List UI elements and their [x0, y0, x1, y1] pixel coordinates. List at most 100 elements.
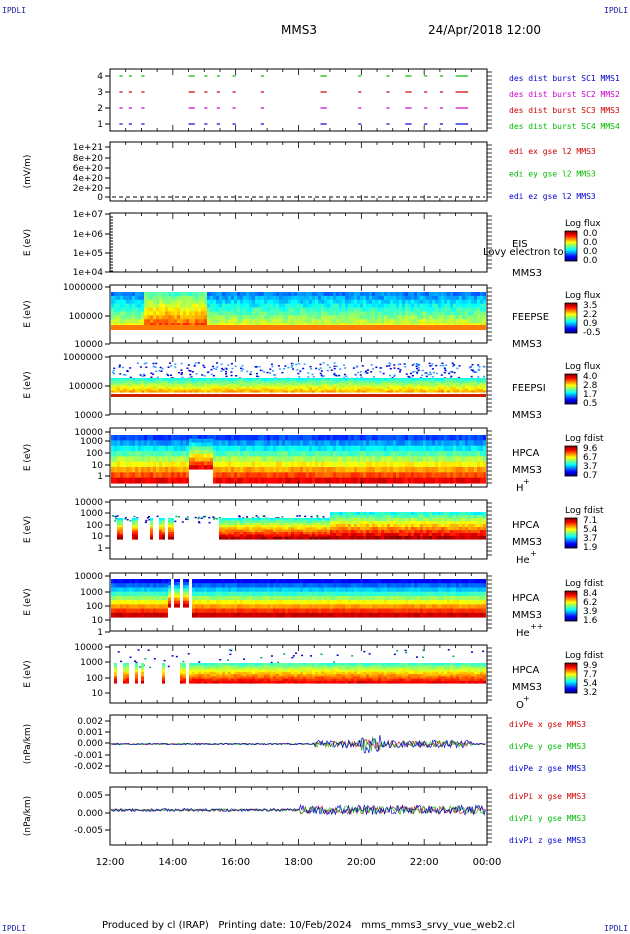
heatmap-cell [204, 292, 207, 297]
heatmap-cell [468, 384, 471, 387]
heatmap-cell [465, 477, 468, 484]
heatmap-cell [480, 472, 483, 479]
heatmap-cell [477, 299, 480, 305]
heatmap-cell [183, 456, 186, 463]
heatmap-cell [216, 472, 219, 479]
heatmap-cell [441, 303, 444, 309]
heatmap-cell [252, 387, 255, 390]
heatmap-cell [345, 384, 348, 387]
heatmap-cell [135, 435, 138, 441]
heatmap-cell [279, 445, 282, 452]
heatmap-cell [219, 527, 222, 531]
heatmap-dot [307, 376, 310, 378]
heatmap-cell [120, 518, 123, 521]
heatmap-cell [279, 381, 282, 384]
colorbar-step [565, 457, 577, 459]
heatmap-cell [300, 456, 303, 463]
heatmap-dot [114, 520, 117, 522]
heatmap-cell [354, 311, 357, 316]
heatmap-cell [168, 381, 171, 384]
heatmap-cell [264, 440, 267, 447]
heatmap-cell [324, 472, 327, 479]
heatmap-cell [417, 382, 420, 385]
heatmap-cell [162, 315, 165, 320]
heatmap-cell [372, 388, 375, 392]
heatmap-cell [291, 381, 294, 384]
heatmap-dot [112, 371, 115, 374]
heatmap-cell [183, 388, 186, 392]
heatmap-cell [375, 435, 378, 441]
colorbar-step [565, 309, 577, 311]
heatmap-cell [387, 299, 390, 305]
heatmap-cell [138, 378, 141, 381]
heatmap-cell [414, 387, 417, 390]
heatmap-cell [444, 292, 447, 297]
heatmap-cell [312, 311, 315, 316]
heatmap-cell [288, 303, 291, 309]
heatmap-cell [309, 445, 312, 452]
heatmap-cell [453, 435, 456, 441]
heatmap-cell [168, 303, 171, 309]
heatmap-cell [159, 451, 162, 457]
heatmap-cell [219, 456, 222, 463]
heatmap-cell [345, 461, 348, 468]
heatmap-cell [306, 315, 309, 320]
heatmap-cell [171, 520, 174, 524]
heatmap-cell [240, 477, 243, 484]
heatmap-cell [315, 379, 318, 382]
heatmap-cell [369, 319, 372, 324]
heatmap-cell [168, 477, 171, 484]
heatmap-cell [135, 525, 138, 528]
heatmap-cell [180, 467, 183, 473]
heatmap-cell [459, 435, 462, 441]
heatmap-cell [309, 378, 312, 381]
heatmap-cell [447, 378, 450, 381]
heatmap-cell [180, 472, 183, 479]
heatmap-dot [155, 362, 158, 365]
heatmap-cell [432, 477, 435, 484]
heatmap-cell [234, 292, 237, 297]
heatmap-cell [183, 387, 186, 390]
heatmap-dot [356, 365, 359, 367]
heatmap-cell [459, 381, 462, 384]
heatmap-dot [185, 518, 188, 520]
heatmap-cell [474, 307, 477, 313]
heatmap-cell [156, 299, 159, 305]
heatmap-cell [153, 461, 156, 468]
heatmap-cell [261, 435, 264, 441]
heatmap-cell [327, 461, 330, 468]
heatmap-cell [138, 435, 141, 441]
heatmap-cell [369, 378, 372, 381]
heatmap-cell [153, 445, 156, 452]
heatmap-cell [294, 477, 297, 484]
heatmap-cell [207, 381, 210, 384]
heatmap-cell [363, 435, 366, 441]
heatmap-cell [222, 518, 225, 521]
heatmap-cell [270, 319, 273, 324]
colorbar-tick-label: 2.2 [583, 310, 597, 320]
heatmap-cell [309, 440, 312, 447]
heatmap-cell [309, 518, 312, 521]
heatmap-cell [147, 451, 150, 457]
heatmap-cell [177, 295, 180, 301]
heatmap-cell [348, 307, 351, 313]
colorbar-tick-label: 0.0 [583, 256, 598, 266]
heatmap-cell [231, 527, 234, 531]
heatmap-cell [132, 525, 135, 528]
heatmap-cell [207, 303, 210, 309]
heatmap-cell [204, 465, 207, 470]
heatmap-cell [117, 520, 120, 524]
heatmap-cell [363, 319, 366, 324]
heatmap-cell [135, 522, 138, 526]
heatmap-cell [267, 311, 270, 316]
heatmap-cell [138, 303, 141, 309]
heatmap-dot [328, 366, 331, 369]
heatmap-cell [429, 456, 432, 463]
heatmap-cell [270, 461, 273, 468]
heatmap-cell [435, 456, 438, 463]
heatmap-cell [273, 532, 276, 535]
heatmap-cell [345, 472, 348, 479]
heatmap-dot [364, 370, 367, 373]
heatmap-dot [443, 371, 446, 374]
heatmap-cell [315, 319, 318, 324]
